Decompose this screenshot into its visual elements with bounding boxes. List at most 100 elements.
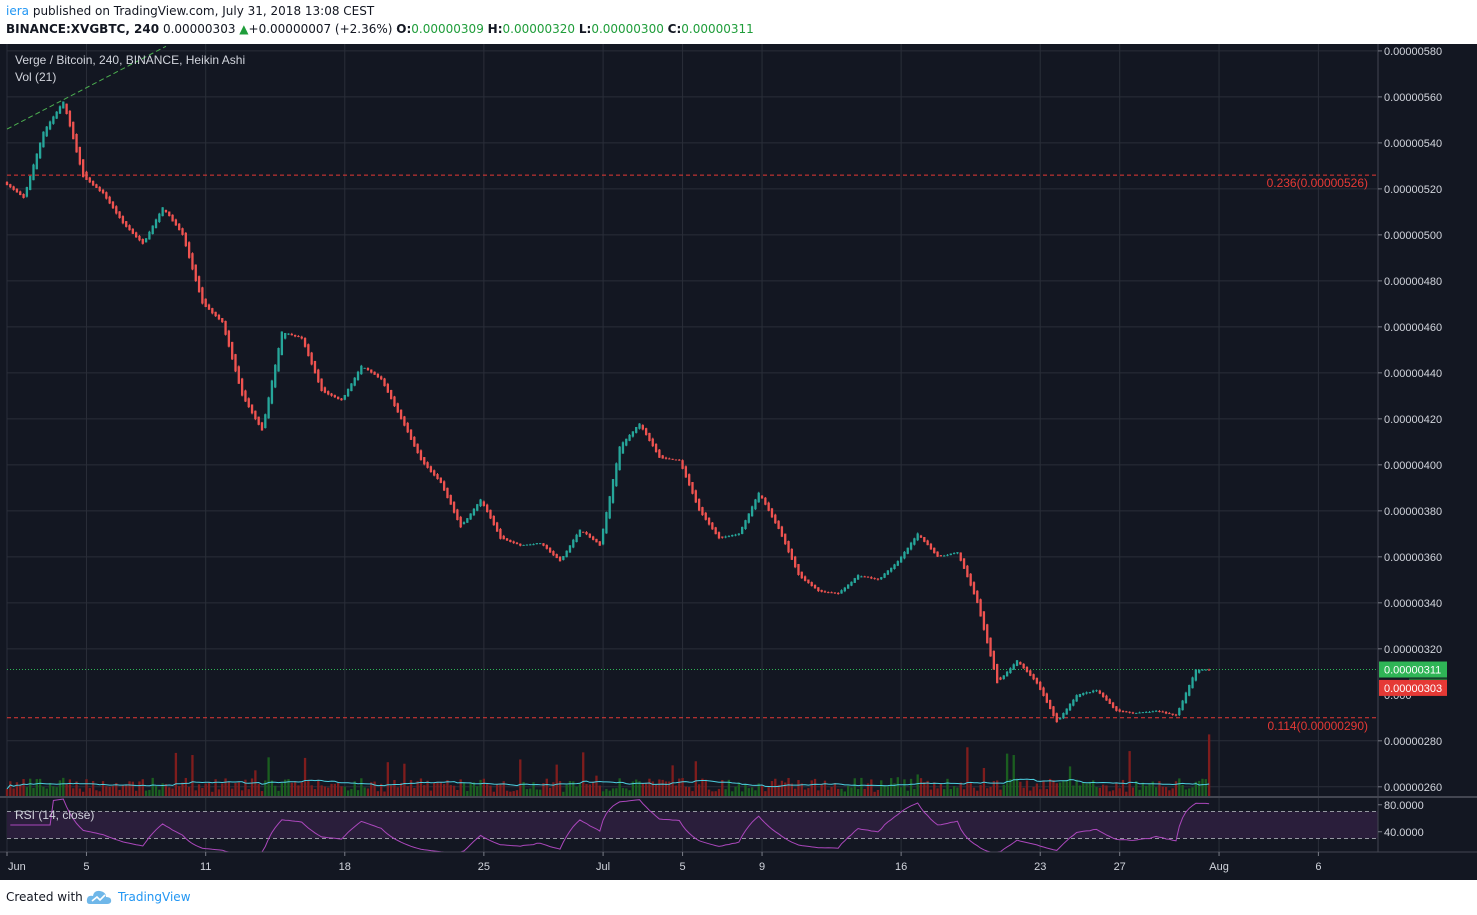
candle-body <box>88 177 91 183</box>
candle-body <box>1052 706 1055 717</box>
low-label: L: <box>578 22 592 36</box>
volume-bar <box>856 789 860 796</box>
candle-body <box>529 544 532 546</box>
candle-body <box>747 513 750 523</box>
candle-body <box>260 422 264 431</box>
candle-body <box>774 514 777 524</box>
price-tick-label: 0.00000360 <box>1384 552 1442 564</box>
author-link[interactable]: iera <box>6 4 30 18</box>
candle-body <box>1135 712 1138 714</box>
volume-bar <box>591 781 595 796</box>
volume-bar <box>1075 779 1078 796</box>
candle-body <box>926 540 929 546</box>
volume-bar <box>204 783 207 796</box>
candle-body <box>247 398 250 408</box>
candle-body <box>658 449 661 458</box>
volume-bar <box>346 790 350 796</box>
volume-bar <box>257 783 260 796</box>
candle-body <box>360 365 363 375</box>
volume-bar <box>764 791 767 796</box>
price-tick-label: 0.00000460 <box>1384 322 1442 334</box>
volume-bar <box>784 782 787 796</box>
volume-bar <box>469 782 472 796</box>
volume-bar <box>548 787 552 796</box>
volume-bar <box>293 781 297 796</box>
candle-body <box>310 352 313 365</box>
volume-bar <box>903 779 906 796</box>
volume-bar <box>151 777 154 796</box>
candle-body <box>661 455 664 459</box>
volume-bar <box>82 791 85 796</box>
last-price-label: 0.00000311 <box>1384 665 1441 677</box>
volume-bar <box>277 790 280 796</box>
candle-body <box>320 378 323 392</box>
candle-body <box>1108 699 1111 704</box>
volume-bar <box>148 789 151 796</box>
tradingview-link[interactable]: TradingView <box>118 890 191 904</box>
volume-bar <box>837 788 840 796</box>
volume-bar <box>525 789 529 796</box>
candle-body <box>174 219 178 226</box>
volume-bar <box>211 791 214 796</box>
candle-body <box>525 544 529 546</box>
candle-body <box>350 383 353 392</box>
candle-body <box>383 378 386 387</box>
candle-body <box>605 512 608 534</box>
candle-body <box>1005 671 1009 677</box>
volume-bar <box>611 788 615 796</box>
candle-body <box>499 528 502 539</box>
candle-body <box>535 543 539 545</box>
volume-bar <box>111 785 115 796</box>
volume-bar <box>797 780 800 796</box>
volume-bar <box>327 787 330 796</box>
volume-bar <box>754 790 757 796</box>
candle-body <box>1065 708 1068 715</box>
volume-bar <box>790 783 794 796</box>
candle-body <box>883 573 886 578</box>
candle-body <box>813 584 817 589</box>
candle-body <box>866 576 870 578</box>
candle-body <box>744 520 747 530</box>
candle-body <box>1092 690 1095 693</box>
candle-body <box>161 207 164 217</box>
volume-bar <box>578 783 582 796</box>
candle-body <box>628 434 631 441</box>
volume-bar <box>42 786 45 796</box>
volume-bar <box>823 780 827 796</box>
volume-bar <box>1178 778 1181 796</box>
candle-body <box>750 506 754 517</box>
trend-line[interactable] <box>6 45 167 130</box>
candle-body <box>767 502 770 511</box>
candle-body <box>588 533 591 538</box>
candle-body <box>436 474 439 480</box>
candle-body <box>787 541 790 553</box>
price-chart[interactable]: 0.236(0.00000526) 0.114(0.00000290) 0.000… <box>0 44 1477 880</box>
symbol-label[interactable]: BINANCE:XVGBTC, 240 <box>6 22 160 36</box>
candle-body <box>128 225 131 231</box>
volume-bar <box>234 782 237 796</box>
candle-body <box>575 534 578 543</box>
candle-body <box>558 556 562 562</box>
candle-body <box>1095 690 1098 692</box>
candle-body <box>843 587 846 592</box>
candle-body <box>846 584 850 589</box>
volume-bar <box>55 787 58 796</box>
volume-bar <box>181 782 184 796</box>
volume-bar <box>297 785 300 796</box>
volume-bar <box>979 785 982 796</box>
candle-body <box>1078 693 1082 698</box>
candle-body <box>648 432 651 442</box>
candle-body <box>714 527 717 535</box>
candle-body <box>1191 677 1194 689</box>
volume-bar <box>1048 778 1052 796</box>
volume-legend: Vol (21) <box>15 70 56 84</box>
candle-body <box>1188 684 1191 696</box>
open-value: 0.00000309 <box>411 22 484 36</box>
candle-body <box>495 522 499 532</box>
candle-body <box>684 466 688 478</box>
candle-body <box>164 209 168 213</box>
volume-bar <box>976 790 979 796</box>
candle-body <box>1009 668 1012 674</box>
volume-bar <box>671 765 674 796</box>
candle-body <box>191 253 194 270</box>
